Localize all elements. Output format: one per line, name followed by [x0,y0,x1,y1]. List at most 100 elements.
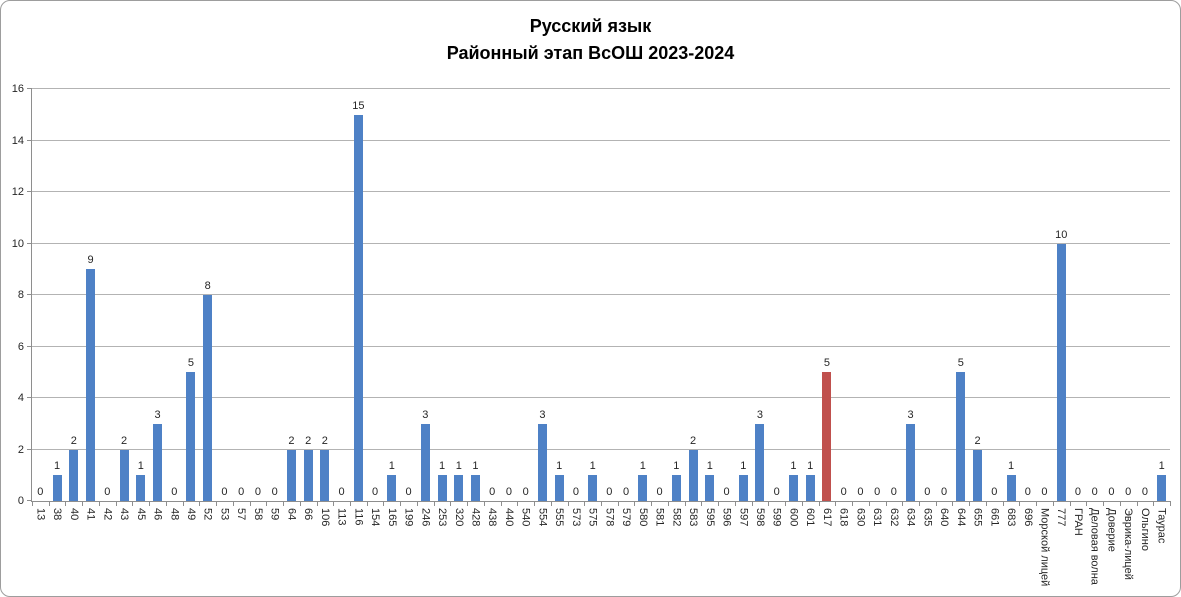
bar-value-label: 0 [271,486,278,498]
y-axis-tick [27,191,32,192]
bar-value-label: 0 [924,486,931,498]
x-axis-label: 581 [653,508,666,527]
x-axis-label: 554 [536,508,549,527]
x-axis-label: 598 [753,508,766,527]
x-axis-label: 59 [268,508,281,521]
x-axis-tick [65,501,66,506]
bar-value-label: 0 [505,486,513,498]
x-axis-label: 617 [820,508,833,527]
y-axis-label: 6 [17,340,24,353]
bar-value-label: 1 [589,460,596,473]
bar-value-label: 0 [656,486,663,498]
x-axis-label: 655 [971,508,984,527]
x-axis-tick [785,501,786,506]
x-axis-tick [116,501,117,506]
gridline [32,294,1170,295]
bar-value-label: 2 [120,434,128,447]
x-axis-tick [450,501,451,506]
x-axis-tick [701,501,702,506]
bar-value-label: 1 [1158,460,1165,473]
x-axis-tick [568,501,569,506]
bar [906,423,916,501]
bar [119,449,129,501]
x-axis-label: 199 [402,508,415,527]
bar-value-label: 2 [689,434,697,447]
x-axis-label: 631 [871,508,884,527]
x-axis-tick [350,501,351,506]
bar [203,295,213,501]
bar [738,475,748,501]
bar-value-label: 3 [539,408,546,421]
x-axis-tick [183,501,184,506]
x-axis-label: 45 [134,508,147,521]
x-axis-label: 246 [419,508,432,527]
x-axis-tick [634,501,635,506]
x-axis-tick [768,501,769,506]
x-axis-tick [1070,501,1071,506]
bar [973,449,983,501]
bar [69,449,79,501]
x-axis-tick [99,501,100,506]
x-axis-tick [1120,501,1121,506]
x-axis-label: 440 [502,508,515,527]
bar-value-label: 0 [1041,486,1048,498]
bar [186,372,196,501]
gridline [32,191,1170,192]
bar-value-label: 5 [957,357,964,370]
x-axis-label: 573 [569,508,582,527]
x-axis-label: 64 [285,508,298,521]
x-axis-tick [869,501,870,506]
bar-value-label: 0 [489,486,496,498]
x-axis-tick [668,501,669,506]
x-axis-tick [216,501,217,506]
chart-title: Русский язык Районный этап ВсОШ 2023-202… [1,13,1180,67]
x-axis-tick [417,501,418,506]
bar-value-label: 1 [54,460,61,473]
bar [353,114,363,501]
x-axis-tick [534,501,535,506]
bar-value-label: 0 [1074,486,1082,498]
bar [755,423,765,501]
x-axis-tick [434,501,435,506]
bar-value-label: 0 [572,486,579,498]
y-axis-tick [27,345,32,347]
bar-value-label: 0 [890,486,897,498]
x-axis-label: Доверие [1105,508,1118,552]
bar-value-label: 1 [706,460,713,473]
bar-value-label: 0 [522,486,529,498]
x-axis-tick [685,501,686,506]
x-axis-label: 113 [335,508,348,526]
x-axis-tick [651,501,652,506]
x-axis-label: 428 [469,508,482,527]
bar-value-label: 0 [874,486,881,498]
bar-value-label: 15 [352,99,365,112]
bar-value-label: 1 [1007,460,1015,473]
x-axis-label: 57 [235,508,248,521]
bar-value-label: 0 [857,486,864,498]
bar [638,475,648,501]
bar [420,423,430,501]
gridline [32,88,1170,89]
x-axis-label: 582 [670,508,683,527]
x-axis-label: Морской лицей [1038,508,1051,587]
bar-value-label: 0 [773,486,780,498]
x-axis-tick [936,501,937,506]
x-axis-label: 40 [67,508,80,521]
y-axis-label: 10 [11,237,24,250]
bar-value-label: 8 [204,280,211,292]
bar [1006,475,1016,501]
x-axis-label: 13 [34,508,47,521]
bar [588,475,598,501]
x-axis-tick [501,501,502,506]
bar-value-label: 0 [104,486,111,498]
x-axis-tick [735,501,736,506]
x-axis-tick [852,501,853,506]
bar [303,449,313,501]
bar [956,372,966,501]
bar-value-label: 1 [740,460,747,473]
x-axis-label: 578 [603,508,616,527]
y-axis-label: 12 [11,186,24,198]
x-axis-tick [1019,501,1020,506]
x-axis-label: 165 [385,508,398,527]
x-axis-tick [1170,501,1171,506]
